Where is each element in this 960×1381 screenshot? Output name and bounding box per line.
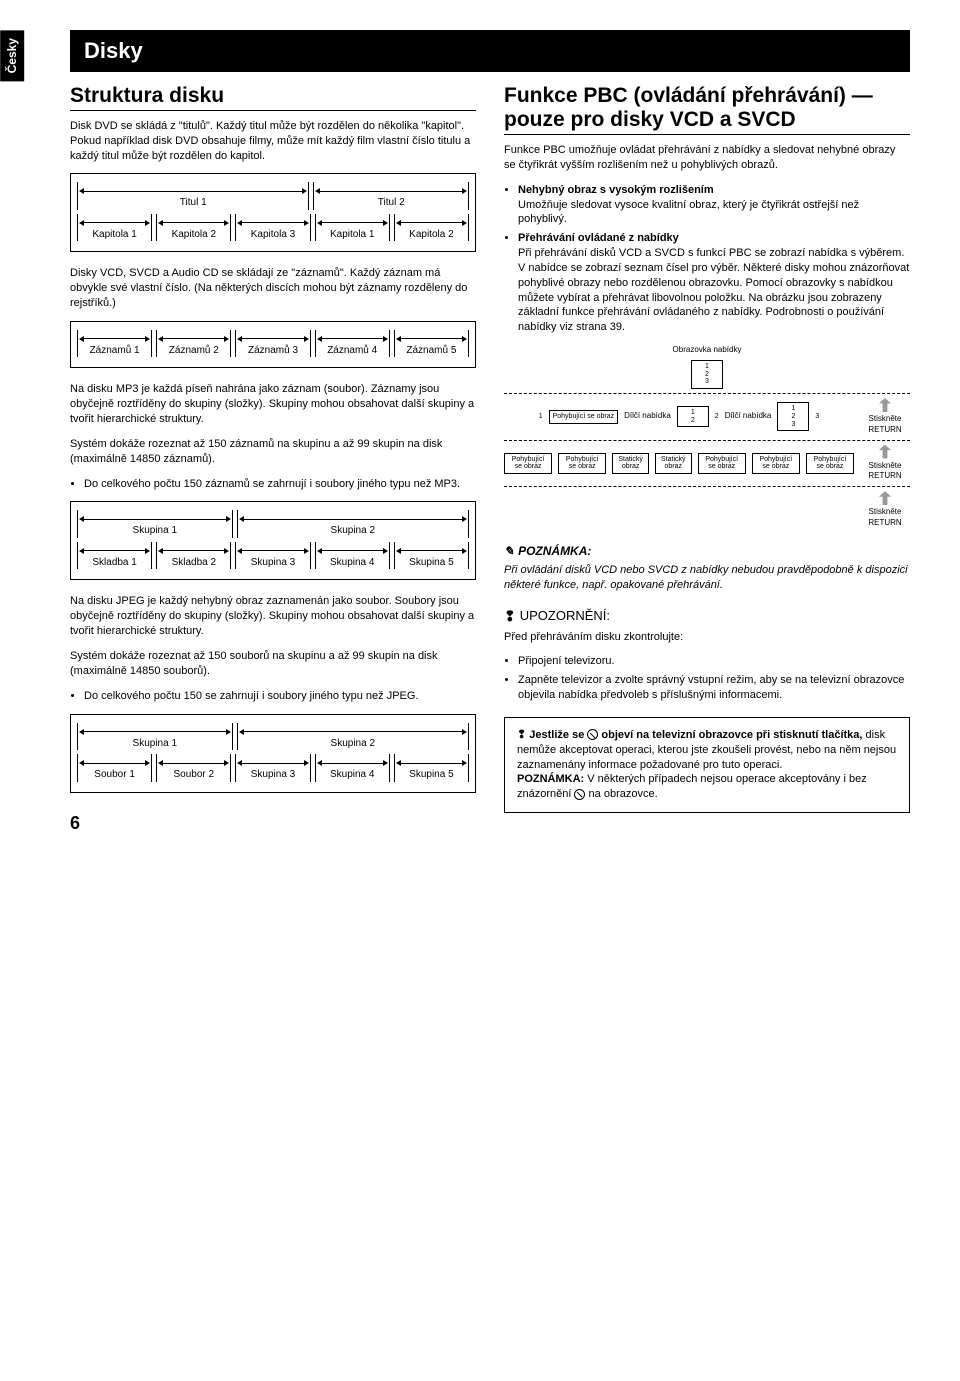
note-heading: ✎POZNÁMKA: — [504, 543, 910, 559]
jpeg-diagram: Skupina 1 Skupina 2 Soubor 1 Soubor 2 Sk… — [70, 714, 476, 793]
left-column: Struktura disku Disk DVD se skládá z "ti… — [70, 84, 476, 813]
warning-icon: ❢ — [517, 729, 526, 741]
bullet-mp3: Do celkového počtu 150 záznamů se zahrnu… — [84, 477, 476, 492]
tracks-diagram: Záznamů 1 Záznamů 2 Záznamů 3 Záznamů 4 … — [70, 321, 476, 369]
warning-li-2: Zapněte televizor a zvolte správný vstup… — [518, 673, 910, 703]
info-box: ❢ Jestliže se objeví na televizní obrazo… — [504, 717, 910, 813]
return-arrow-icon — [879, 491, 891, 505]
return-arrow-icon — [879, 445, 891, 459]
prohibit-icon — [574, 789, 585, 800]
warning-heading: ❢UPOZORNĚNÍ: — [504, 607, 910, 626]
dvd-diagram: Titul 1 Titul 2 Kapitola 1 Kapitola 2 Ka… — [70, 173, 476, 252]
heading-structure: Struktura disku — [70, 84, 476, 111]
mp3-diagram: Skupina 1 Skupina 2 Skladba 1 Skladba 2 … — [70, 501, 476, 580]
warning-li-1: Připojení televizoru. — [518, 654, 910, 669]
prohibit-icon — [587, 729, 598, 740]
paragraph-pbc: Funkce PBC umožňuje ovládat přehrávání z… — [504, 143, 910, 173]
warning-icon: ❢ — [504, 607, 516, 626]
paragraph-vcd: Disky VCD, SVCD a Audio CD se skládají z… — [70, 266, 476, 311]
return-arrow-icon — [879, 398, 891, 412]
warning-check: Před přehráváním disku zkontrolujte: — [504, 630, 910, 645]
right-column: Funkce PBC (ovládání přehrávání) —pouze … — [504, 84, 910, 813]
bullet-menu-play: Přehrávání ovládané z nabídkyPři přehráv… — [518, 231, 910, 335]
bullet-jpeg: Do celkového počtu 150 se zahrnují i sou… — [84, 689, 476, 704]
paragraph-jpeg-1: Na disku JPEG je každý nehybný obraz zaz… — [70, 594, 476, 639]
note-text: Při ovládání disků VCD nebo SVCD z nabíd… — [504, 563, 910, 593]
bullet-hires: Nehybný obraz s vysokým rozlišenímUmožňu… — [518, 183, 910, 228]
paragraph-mp3-2: Systém dokáže rozeznat až 150 záznamů na… — [70, 437, 476, 467]
language-tab: Česky — [0, 30, 24, 81]
menu-tree-diagram: Obrazovka nabídky 123 1 Pohybující se ob… — [504, 345, 910, 529]
page-header: Disky — [70, 30, 910, 72]
paragraph-dvd: Disk DVD se skládá z "titulů". Každý tit… — [70, 119, 476, 164]
note-icon: ✎ — [504, 543, 514, 559]
heading-pbc: Funkce PBC (ovládání přehrávání) —pouze … — [504, 84, 910, 135]
page-number: 6 — [70, 811, 80, 835]
paragraph-mp3-1: Na disku MP3 je každá píseň nahrána jako… — [70, 382, 476, 427]
paragraph-jpeg-2: Systém dokáže rozeznat až 150 souborů na… — [70, 649, 476, 679]
